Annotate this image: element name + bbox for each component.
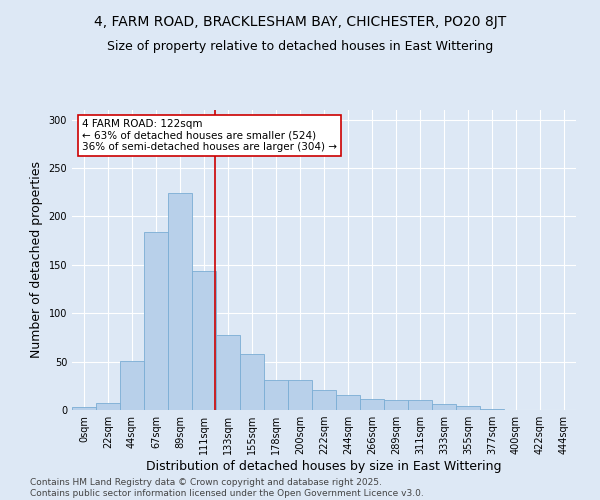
Bar xyxy=(360,400,384,410)
Bar xyxy=(96,403,120,410)
Text: 4, FARM ROAD, BRACKLESHAM BAY, CHICHESTER, PO20 8JT: 4, FARM ROAD, BRACKLESHAM BAY, CHICHESTE… xyxy=(94,15,506,29)
Bar xyxy=(432,404,456,410)
Bar xyxy=(240,354,264,410)
Bar xyxy=(216,334,240,410)
Text: 4 FARM ROAD: 122sqm
← 63% of detached houses are smaller (524)
36% of semi-detac: 4 FARM ROAD: 122sqm ← 63% of detached ho… xyxy=(82,119,337,152)
X-axis label: Distribution of detached houses by size in East Wittering: Distribution of detached houses by size … xyxy=(146,460,502,473)
Bar xyxy=(192,270,216,410)
Bar xyxy=(144,232,168,410)
Bar xyxy=(456,406,480,410)
Bar xyxy=(408,400,432,410)
Bar xyxy=(288,380,312,410)
Bar xyxy=(168,193,192,410)
Bar xyxy=(72,407,96,410)
Y-axis label: Number of detached properties: Number of detached properties xyxy=(30,162,43,358)
Text: Size of property relative to detached houses in East Wittering: Size of property relative to detached ho… xyxy=(107,40,493,53)
Bar xyxy=(336,394,360,410)
Text: Contains HM Land Registry data © Crown copyright and database right 2025.
Contai: Contains HM Land Registry data © Crown c… xyxy=(30,478,424,498)
Bar xyxy=(384,400,408,410)
Bar xyxy=(480,409,504,410)
Bar xyxy=(312,390,336,410)
Bar xyxy=(120,360,144,410)
Bar xyxy=(264,380,288,410)
